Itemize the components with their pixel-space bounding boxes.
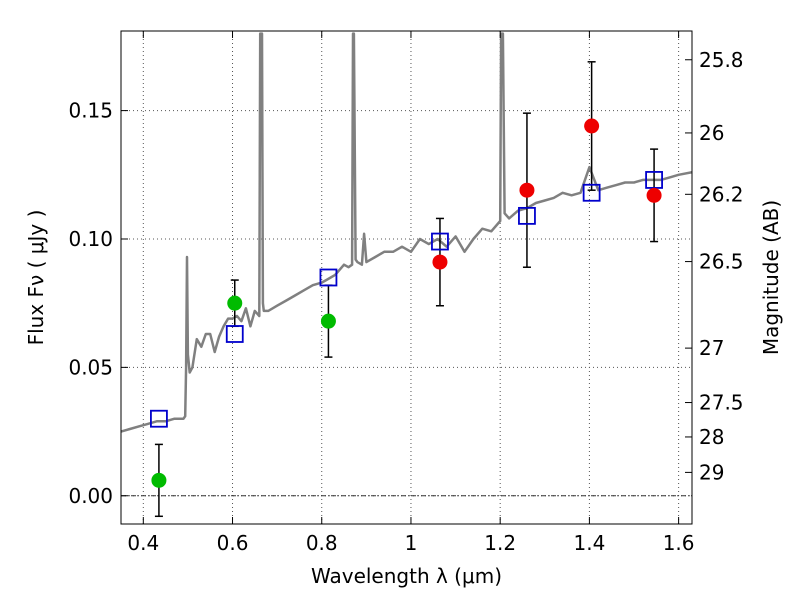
observed-point xyxy=(432,254,448,270)
x-tick-label: 1.6 xyxy=(663,531,695,555)
model-sed-line xyxy=(121,32,692,433)
y2-tick-label: 25.8 xyxy=(699,48,744,72)
x-tick-label: 1.2 xyxy=(484,531,516,555)
y2-tick-label: 26.2 xyxy=(699,182,744,206)
x-tick-label: 0.8 xyxy=(306,531,338,555)
y2-tick-label: 26.5 xyxy=(699,250,744,274)
y2-tick-label: 27.5 xyxy=(699,391,744,415)
observed-point xyxy=(646,187,662,203)
observed-point xyxy=(519,182,535,198)
x-tick-label: 0.4 xyxy=(127,531,159,555)
y-tick-label: 0.05 xyxy=(68,355,113,379)
y2-tick-label: 26 xyxy=(699,121,724,145)
axis-ticks: 0.4 0.6 0.8 1 1.2 1.4 1.6 0.00 0.05 0.10 0.15 25.8 2… xyxy=(68,31,744,555)
y2-tick-label: 28 xyxy=(699,425,724,449)
plot-frame xyxy=(120,30,693,525)
model-photometry-point xyxy=(150,409,168,428)
y-tick-label: 0.00 xyxy=(68,484,113,508)
y2-axis-label: Magnitude (AB) xyxy=(759,200,783,355)
y-tick-label: 0.15 xyxy=(68,99,113,123)
model-sed xyxy=(121,32,692,433)
x-tick-label: 0.6 xyxy=(217,531,249,555)
observed-point xyxy=(151,472,167,488)
model-photometry-point xyxy=(319,268,338,287)
y2-tick-label: 29 xyxy=(699,460,724,484)
x-tick-label: 1.4 xyxy=(573,531,605,555)
observed-point xyxy=(584,118,600,134)
model-photometry-point xyxy=(518,206,536,225)
model-photometry-point xyxy=(431,232,449,251)
y-tick-label: 0.10 xyxy=(68,227,113,251)
observed-point xyxy=(320,313,336,329)
x-axis-label: Wavelength λ (μm) xyxy=(311,564,502,588)
model-photometry-point xyxy=(225,325,244,343)
x-tick-label: 1 xyxy=(405,531,418,555)
observed-point xyxy=(227,295,243,311)
data-points xyxy=(150,61,663,518)
grid xyxy=(121,31,692,524)
model-photometry-point xyxy=(582,183,601,202)
y2-tick-label: 27 xyxy=(699,336,724,360)
y-axis-label: Flux Fν ( μJy ) xyxy=(24,210,48,346)
